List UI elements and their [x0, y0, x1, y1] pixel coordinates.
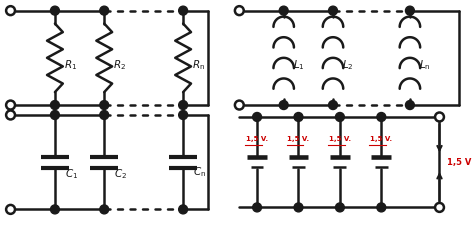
Circle shape [235, 101, 244, 110]
Circle shape [100, 101, 109, 110]
Text: $C_1$: $C_1$ [65, 167, 78, 181]
Text: 1,5 V.: 1,5 V. [370, 136, 392, 142]
Circle shape [336, 112, 344, 122]
Circle shape [179, 101, 188, 110]
Circle shape [279, 6, 288, 15]
Circle shape [6, 110, 15, 119]
Circle shape [377, 203, 386, 212]
Circle shape [100, 205, 109, 214]
Circle shape [405, 6, 414, 15]
Text: $L_\mathrm{n}$: $L_\mathrm{n}$ [419, 58, 430, 72]
Circle shape [253, 112, 262, 122]
Circle shape [336, 203, 344, 212]
Circle shape [179, 6, 188, 15]
Circle shape [235, 6, 244, 15]
Circle shape [179, 110, 188, 119]
Text: $C_\mathrm{n}$: $C_\mathrm{n}$ [193, 165, 206, 179]
Circle shape [435, 203, 444, 212]
Circle shape [435, 112, 444, 122]
Text: 1,5 V.: 1,5 V. [246, 136, 268, 142]
Circle shape [328, 6, 337, 15]
Circle shape [328, 101, 337, 110]
Circle shape [179, 205, 188, 214]
Circle shape [6, 6, 15, 15]
Circle shape [100, 110, 109, 119]
Circle shape [294, 112, 303, 122]
Circle shape [6, 101, 15, 110]
Circle shape [253, 203, 262, 212]
Circle shape [51, 101, 59, 110]
Text: $R_1$: $R_1$ [64, 58, 77, 72]
Text: $L_2$: $L_2$ [342, 58, 354, 72]
Circle shape [6, 205, 15, 214]
Circle shape [405, 101, 414, 110]
Text: 1,5 V.: 1,5 V. [287, 136, 310, 142]
Text: 1,5 V: 1,5 V [447, 158, 472, 167]
Text: $L_1$: $L_1$ [292, 58, 304, 72]
Text: 1,5 V.: 1,5 V. [329, 136, 351, 142]
Circle shape [377, 112, 386, 122]
Circle shape [51, 110, 59, 119]
Circle shape [100, 6, 109, 15]
Circle shape [294, 203, 303, 212]
Text: $R_2$: $R_2$ [113, 58, 126, 72]
Circle shape [279, 101, 288, 110]
Circle shape [51, 6, 59, 15]
Circle shape [51, 205, 59, 214]
Text: $C_2$: $C_2$ [114, 167, 127, 181]
Text: $R_\mathrm{n}$: $R_\mathrm{n}$ [192, 58, 205, 72]
